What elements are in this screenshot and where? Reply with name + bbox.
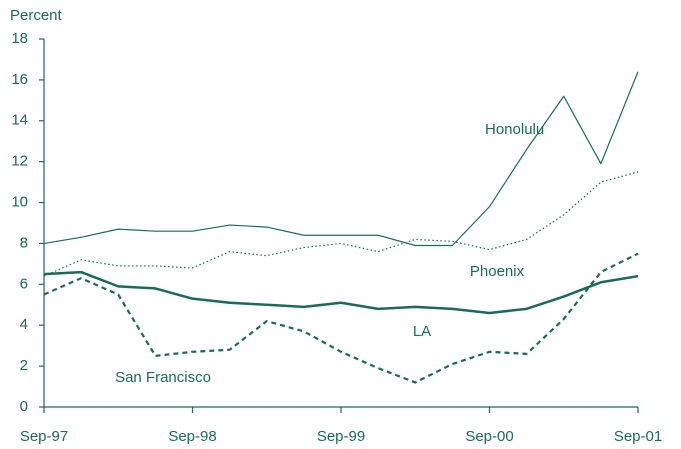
y-tick-label: 0 <box>20 398 28 415</box>
y-tick-label: 16 <box>11 71 28 88</box>
x-tick-label: Sep-99 <box>317 428 365 445</box>
x-tick-label: Sep-00 <box>465 428 513 445</box>
series-line <box>43 252 639 384</box>
x-tick-label: Sep-01 <box>614 428 662 445</box>
x-tick-label: Sep-98 <box>168 428 216 445</box>
y-tick-label: 18 <box>11 30 28 47</box>
y-tick-label: 8 <box>20 234 28 251</box>
series-label: Honolulu <box>485 121 544 138</box>
y-axis-label: Percent <box>10 7 63 24</box>
series-line <box>43 171 639 277</box>
series-line <box>43 71 639 247</box>
series-label: LA <box>413 323 431 340</box>
y-tick-label: 6 <box>20 275 28 292</box>
y-tick-label: 14 <box>11 112 28 129</box>
series-label: Phoenix <box>470 263 525 280</box>
x-tick-label: Sep-97 <box>20 428 68 445</box>
series-line <box>43 270 639 315</box>
y-tick-label: 4 <box>20 316 28 333</box>
y-tick-label: 12 <box>11 153 28 170</box>
series-label: San Francisco <box>115 369 211 386</box>
y-tick-label: 2 <box>20 357 28 374</box>
y-tick-label: 10 <box>11 194 28 211</box>
